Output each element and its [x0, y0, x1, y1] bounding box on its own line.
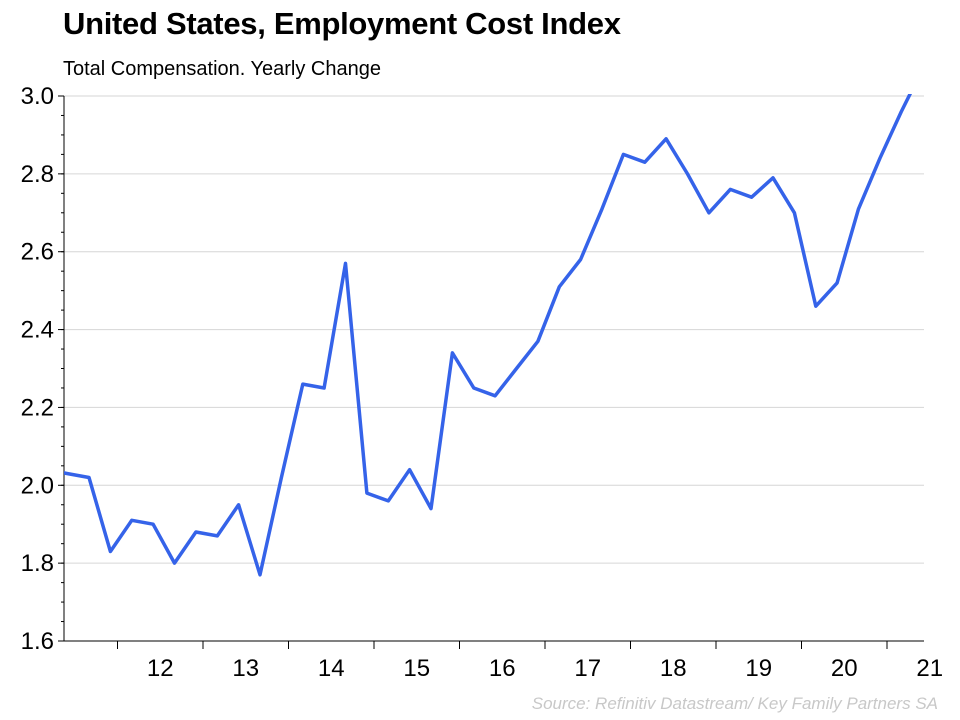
- x-tick-label: 16: [489, 655, 516, 682]
- x-tick-label: 18: [660, 655, 687, 682]
- y-tick-label: 2.8: [21, 161, 54, 188]
- x-tick-label: 20: [831, 655, 858, 682]
- series-layer: [64, 94, 913, 577]
- chart-title: United States, Employment Cost Index: [63, 6, 621, 41]
- x-tick-label: 19: [745, 655, 772, 682]
- gridlines: [64, 95, 924, 564]
- y-tick-label: 2.0: [21, 472, 54, 499]
- x-tick-label: 13: [232, 655, 259, 682]
- source-note: Source: Refinitiv Datastream/ Key Family…: [531, 694, 938, 713]
- y-tick-label: 2.2: [21, 394, 54, 421]
- x-tick-label: 21: [916, 655, 943, 682]
- y-tick-label: 1.6: [21, 628, 54, 655]
- y-tick-label: 2.6: [21, 239, 54, 266]
- series-line: [64, 94, 913, 577]
- x-tick-label: 12: [147, 655, 174, 682]
- y-tick-label: 1.8: [21, 550, 54, 577]
- chart-subtitle: Total Compensation. Yearly Change: [63, 58, 381, 80]
- y-tick-label: 2.4: [21, 317, 54, 344]
- y-tick-label: 3.0: [21, 83, 54, 110]
- y-axis: 1.6 1.8 2.0 2.2 2.4 2.6 2.8 3.0: [21, 83, 65, 655]
- x-tick-label: 17: [574, 655, 601, 682]
- x-axis: 12 13 14 15 16 17 18 19 20 21: [64, 640, 943, 682]
- x-tick-label: 15: [403, 655, 430, 682]
- x-tick-label: 14: [318, 655, 345, 682]
